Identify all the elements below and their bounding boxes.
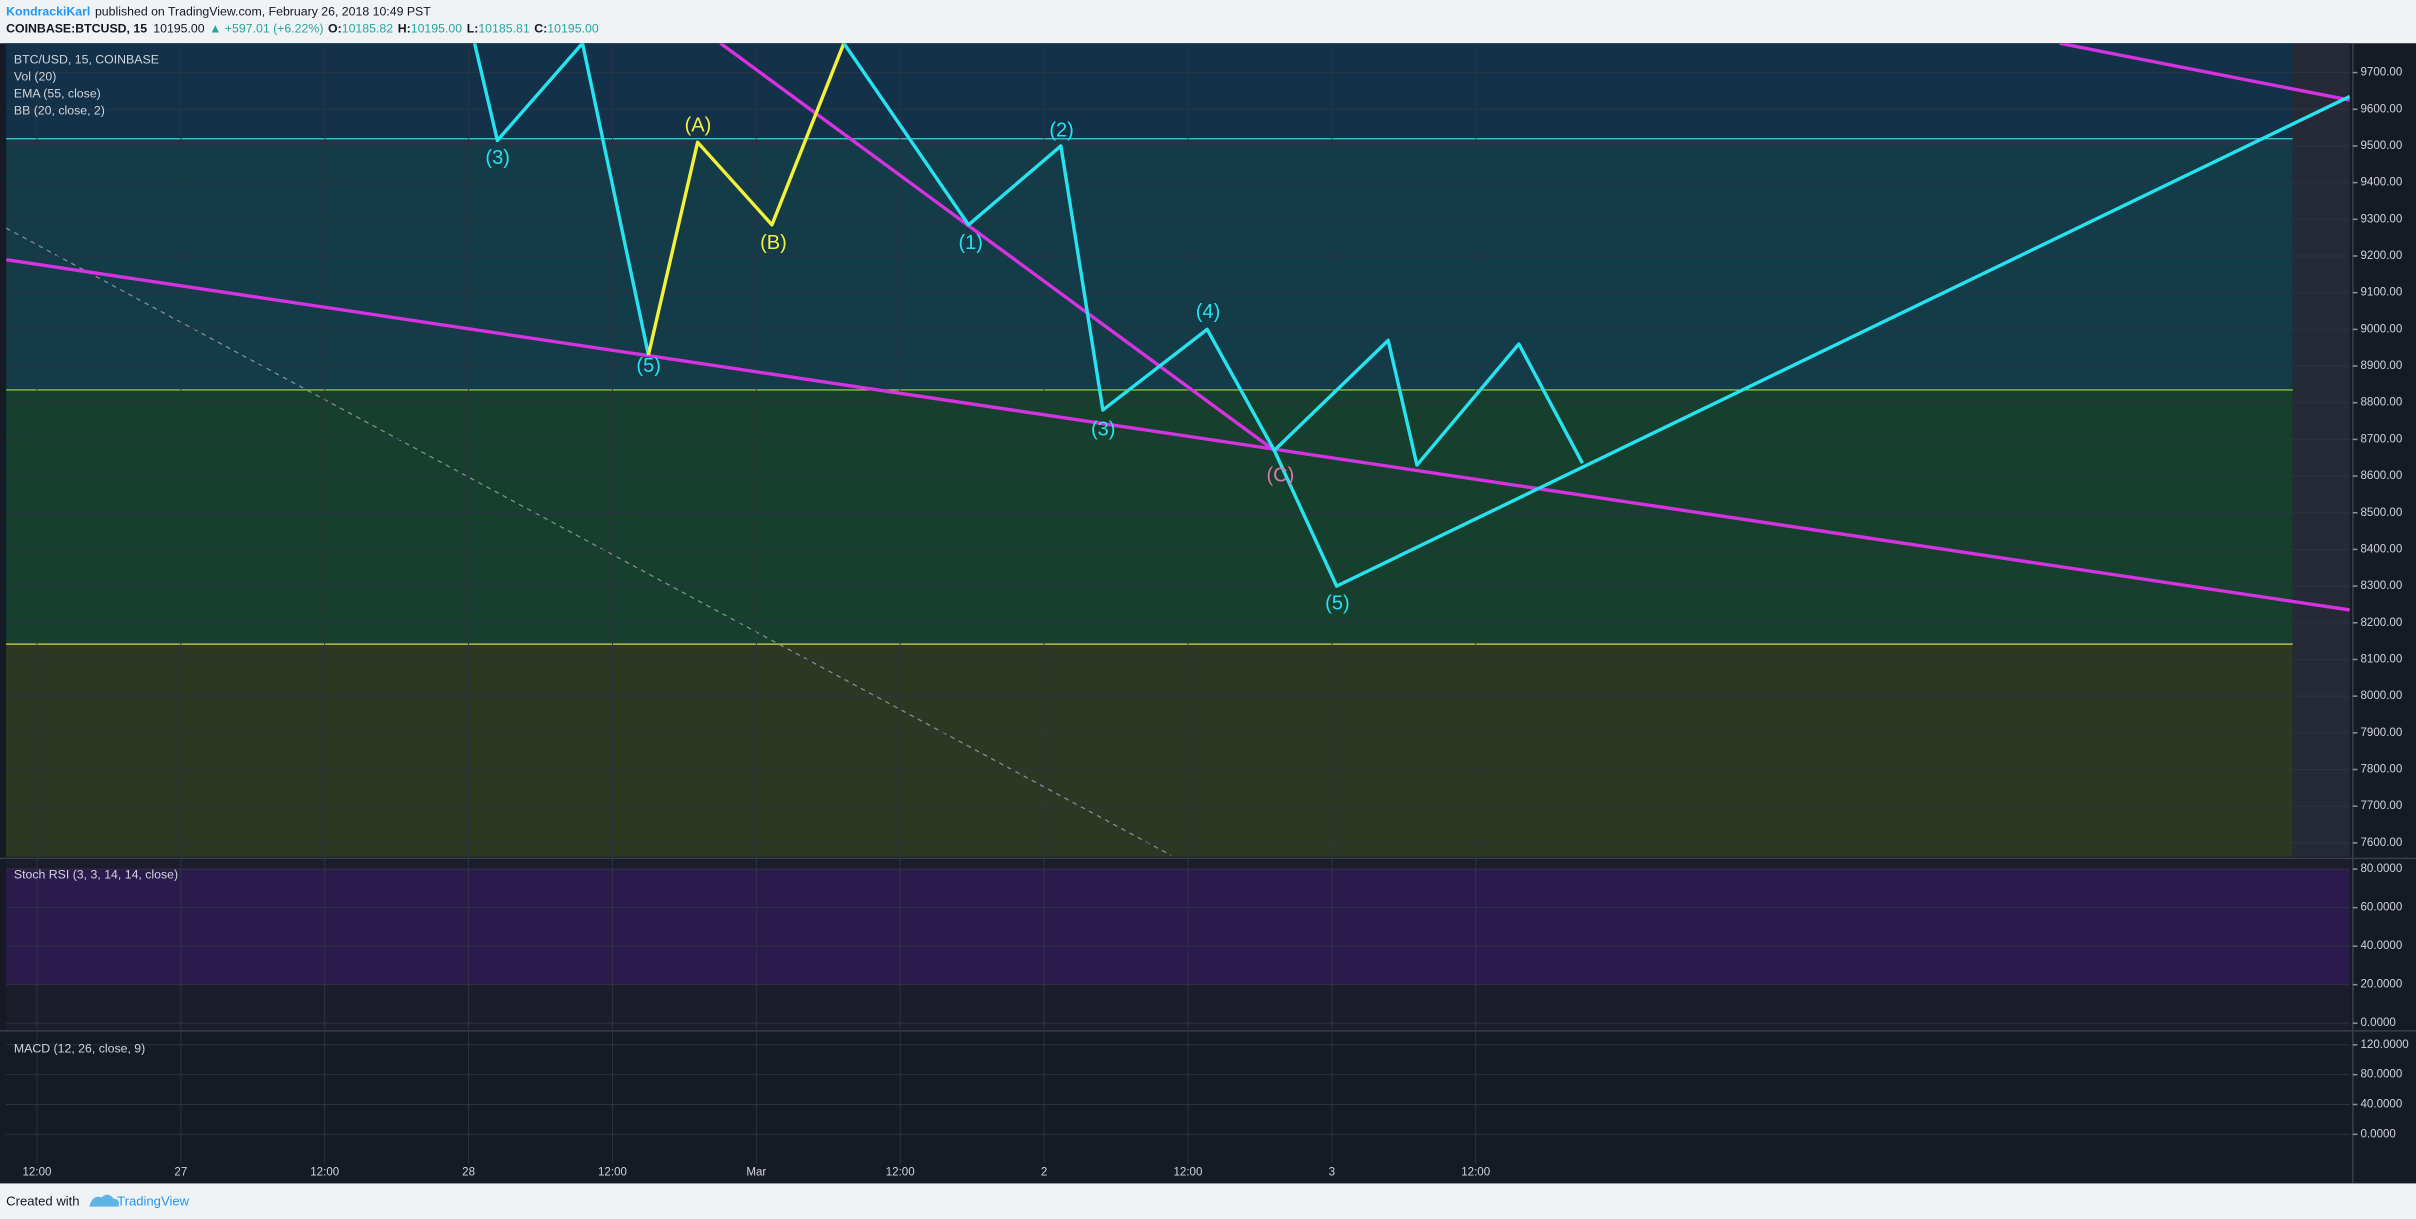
y-tick-label: 8100.00 — [2361, 654, 2403, 666]
y-tick-label: 120.0000 — [2361, 1039, 2409, 1051]
price: 10195.00 — [153, 22, 205, 36]
wave-line — [1273, 338, 1584, 467]
indicator: EMA (55, close) — [14, 86, 101, 100]
author: KondrackiKarl — [6, 5, 90, 19]
wave-label: (5) — [636, 355, 660, 377]
wave-label: (C) — [1267, 465, 1295, 487]
x-tick-label: Mar — [746, 1167, 766, 1179]
x-tick-label: 28 — [462, 1167, 475, 1179]
y-tick-label: 9500.00 — [2361, 140, 2403, 152]
y-tick-label: 8400.00 — [2361, 543, 2403, 555]
zone — [6, 43, 2293, 139]
zone — [6, 644, 2293, 857]
trend-line — [5, 227, 1172, 856]
y-tick-label: 7600.00 — [2361, 837, 2403, 849]
y-tick-label: 8700.00 — [2361, 433, 2403, 445]
x-tick-label: 12:00 — [310, 1167, 339, 1179]
y-tick-label: 9700.00 — [2361, 67, 2403, 79]
main-title: BTC/USD, 15, COINBASE — [14, 52, 159, 66]
indicator: BB (20, close, 2) — [14, 103, 105, 117]
zone — [6, 389, 2293, 645]
y-tick-label: 9100.00 — [2361, 287, 2403, 299]
wave-label: (3) — [485, 147, 509, 169]
y-tick-label: 80.0000 — [2361, 1069, 2403, 1081]
y-tick-label: 9300.00 — [2361, 213, 2403, 225]
wave-label: (A) — [685, 115, 712, 137]
x-tick-label: 12:00 — [23, 1167, 52, 1179]
x-tick-label: 2 — [1041, 1167, 1047, 1179]
x-tick-label: 3 — [1329, 1167, 1335, 1179]
future-area — [2292, 43, 2350, 857]
ohlc-value: 10195.00 — [411, 22, 463, 36]
y-tick-label: 8500.00 — [2361, 507, 2403, 519]
wave-label: (1) — [958, 232, 982, 254]
y-tick-label: 0.0000 — [2361, 1017, 2396, 1029]
y-tick-label: 7700.00 — [2361, 800, 2403, 812]
wave-line — [719, 43, 1276, 452]
ohlc-value: 10195.00 — [547, 22, 599, 36]
ohlc-key: O: — [328, 22, 342, 36]
ohlc-key: H: — [398, 22, 411, 36]
y-tick-label: 8000.00 — [2361, 690, 2403, 702]
y-tick-label: 40.0000 — [2361, 940, 2403, 952]
y-tick-label: 8200.00 — [2361, 617, 2403, 629]
publish-line: KondrackiKarl published on TradingView.co… — [6, 5, 431, 19]
x-tick-label: 27 — [174, 1167, 187, 1179]
indicator: Vol (20) — [14, 69, 56, 83]
published: published on TradingView.com, February 2… — [95, 5, 431, 19]
y-tick-label: 8800.00 — [2361, 397, 2403, 409]
y-tick-label: 60.0000 — [2361, 902, 2403, 914]
symbol: COINBASE:BTCUSD, 15 — [6, 22, 147, 36]
pane-title: MACD (12, 26, close, 9) — [14, 1042, 145, 1056]
rsi-band — [6, 869, 2350, 985]
logo — [89, 1194, 119, 1207]
annotations: (3) (5) (A) (B) (1) (2) (3) (4) (C) (5) — [485, 115, 1349, 615]
wave-line — [2059, 43, 2350, 102]
wave-label: (5) — [1325, 592, 1349, 614]
wave-label: (4) — [1196, 301, 1220, 323]
wave-line — [472, 43, 651, 356]
ohlc-key: L: — [467, 22, 479, 36]
pane-title: Stoch RSI (3, 3, 14, 14, close) — [14, 868, 178, 882]
legend: BTC/USD, 15, COINBASE Vol (20) EMA (55, … — [14, 52, 178, 1055]
y-tick-label: 8600.00 — [2361, 470, 2403, 482]
footer-brand[interactable]: TradingView — [117, 1193, 190, 1208]
wave-label: (2) — [1049, 119, 1073, 141]
pane-bg — [6, 1032, 2350, 1164]
ohlc-value: 10185.81 — [478, 22, 530, 36]
wave-label: (B) — [760, 232, 787, 254]
y-tick-label: 8300.00 — [2361, 580, 2403, 592]
y-tick-label: 9600.00 — [2361, 103, 2403, 115]
quote-line: COINBASE:BTCUSD, 15 10195.00 ▲ +597.01 (+6… — [6, 22, 599, 36]
y-tick-label: 7900.00 — [2361, 727, 2403, 739]
wave-line — [842, 43, 2350, 588]
ohlc-value: 10185.82 — [342, 22, 394, 36]
y-tick-label: 7800.00 — [2361, 764, 2403, 776]
footer-bg — [0, 1183, 2416, 1219]
y-tick-label: 8900.00 — [2361, 360, 2403, 372]
y-tick-label: 0.0000 — [2361, 1128, 2396, 1140]
y-tick-label: 80.0000 — [2361, 863, 2403, 875]
drawings — [6, 43, 2350, 612]
x-tick-label: 12:00 — [1174, 1167, 1203, 1179]
header-bg — [0, 0, 2416, 44]
y-tick-label: 20.0000 — [2361, 979, 2403, 991]
x-tick-label: 12:00 — [1461, 1167, 1490, 1179]
y-tick-label: 9400.00 — [2361, 177, 2403, 189]
grid — [6, 43, 2350, 1164]
wave-label: (3) — [1091, 418, 1115, 440]
y-tick-label: 40.0000 — [2361, 1099, 2403, 1111]
wave-line — [6, 257, 2350, 612]
x-tick-label: 12:00 — [886, 1167, 915, 1179]
y-tick-label: 9000.00 — [2361, 323, 2403, 335]
x-tick-label: 12:00 — [598, 1167, 627, 1179]
wave-line — [646, 43, 846, 356]
change: ▲ +597.01 (+6.22%) — [209, 22, 323, 36]
y-tick-label: 9200.00 — [2361, 250, 2403, 262]
zone — [6, 138, 2293, 390]
footer-text: Created with — [6, 1193, 79, 1208]
ohlc-key: C: — [534, 22, 547, 36]
